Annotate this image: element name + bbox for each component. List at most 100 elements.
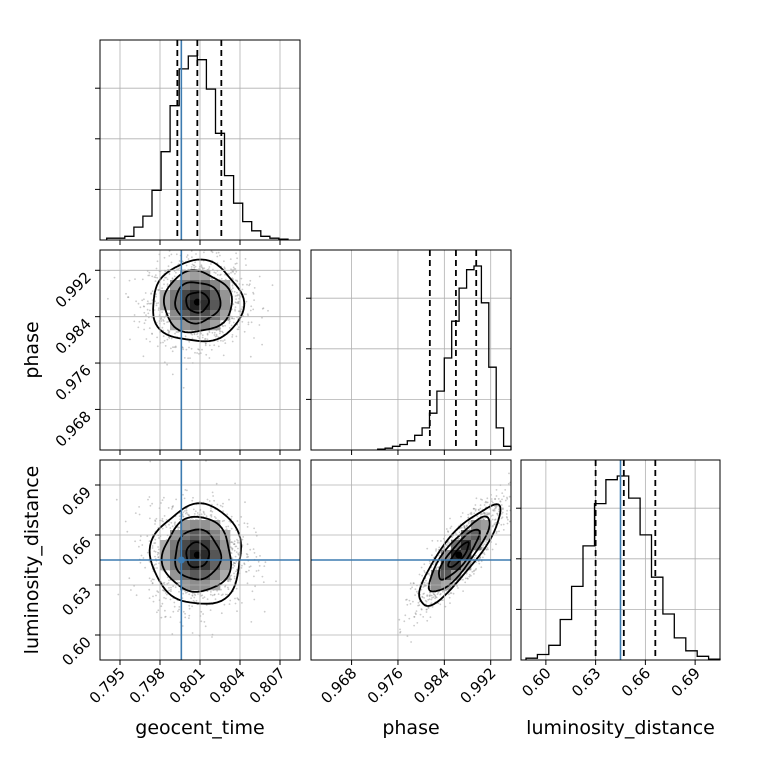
density-cell — [210, 520, 221, 531]
sample-point — [493, 508, 496, 511]
sample-point — [227, 580, 229, 582]
sample-point — [241, 306, 244, 308]
density-peak — [193, 551, 201, 559]
sample-point — [412, 582, 415, 585]
sample-point — [495, 543, 497, 546]
sample-point — [216, 274, 219, 276]
sample-point — [404, 614, 407, 617]
sample-point — [150, 292, 153, 295]
sample-point — [198, 268, 200, 271]
sample-point — [493, 523, 496, 526]
sample-point — [487, 512, 490, 515]
sample-point — [158, 307, 160, 310]
sample-point — [196, 333, 198, 336]
sample-point — [463, 526, 466, 529]
sample-point — [234, 597, 236, 600]
sample-point — [162, 341, 164, 344]
sample-point — [194, 265, 197, 268]
sample-point — [483, 552, 485, 554]
sample-point — [495, 489, 498, 491]
sample-point — [467, 517, 470, 519]
sample-point — [474, 554, 477, 557]
sample-point — [231, 334, 234, 336]
sample-point — [234, 306, 237, 308]
sample-point — [221, 330, 224, 333]
sample-point — [162, 335, 165, 338]
sample-point — [482, 518, 485, 520]
sample-point — [446, 542, 449, 544]
sample-point — [171, 373, 174, 376]
sample-point — [143, 298, 145, 301]
sample-point — [186, 254, 189, 257]
density-cell — [180, 540, 191, 551]
sample-point — [484, 512, 486, 514]
density-cell — [180, 270, 191, 281]
sample-point — [188, 593, 191, 596]
sample-point — [184, 512, 187, 515]
sample-point — [227, 525, 230, 528]
sample-point — [171, 350, 174, 353]
sample-point — [188, 617, 190, 619]
density-cell — [180, 320, 191, 331]
sample-point — [235, 587, 238, 590]
density-cell — [431, 570, 442, 581]
contour-line — [418, 503, 502, 607]
sample-point — [190, 347, 193, 350]
sample-point — [184, 335, 187, 338]
sample-point — [258, 324, 261, 326]
sample-point — [216, 589, 219, 592]
sample-point — [204, 625, 207, 628]
density-cell — [190, 540, 201, 551]
sample-point — [208, 344, 211, 347]
sample-point — [174, 521, 177, 524]
sample-point — [143, 328, 146, 331]
sample-point — [412, 600, 414, 603]
density-peak — [455, 551, 463, 559]
sample-point — [178, 606, 181, 608]
sample-point — [498, 508, 500, 511]
sample-point — [431, 606, 434, 608]
density-cell — [180, 290, 191, 301]
sample-point — [170, 261, 173, 264]
sample-point — [230, 547, 233, 550]
sample-point — [431, 554, 433, 557]
sample-point — [481, 513, 484, 515]
sample-point — [429, 594, 432, 597]
sample-point — [430, 598, 433, 601]
sample-point — [196, 352, 199, 354]
contour-line — [152, 258, 246, 343]
sample-point — [154, 542, 157, 544]
sample-point — [147, 498, 149, 501]
sample-point — [221, 505, 224, 508]
sample-point — [152, 600, 155, 603]
sample-point — [227, 588, 230, 591]
sample-point — [233, 572, 235, 575]
sample-point — [246, 313, 249, 316]
sample-point — [425, 608, 428, 611]
density-cell — [170, 280, 181, 291]
sample-point — [236, 538, 238, 541]
sample-point — [206, 338, 209, 341]
sample-point — [166, 576, 169, 579]
sample-point — [473, 507, 475, 510]
sample-point — [421, 596, 424, 599]
sample-point — [491, 514, 494, 517]
sample-point — [423, 592, 425, 595]
sample-point — [211, 278, 214, 281]
sample-point — [230, 541, 232, 544]
sample-point — [160, 605, 163, 608]
density-cell — [190, 520, 201, 531]
sample-point — [233, 577, 236, 580]
sample-point — [469, 520, 471, 523]
sample-point — [213, 344, 216, 347]
sample-point — [414, 612, 417, 615]
sample-point — [138, 320, 141, 323]
sample-point — [420, 588, 423, 591]
density-cell — [180, 560, 191, 571]
sample-point — [415, 610, 418, 612]
sample-point — [425, 600, 428, 603]
sample-point — [417, 601, 420, 604]
sample-point — [481, 499, 483, 501]
sample-point — [486, 513, 489, 516]
sample-point — [203, 621, 206, 623]
